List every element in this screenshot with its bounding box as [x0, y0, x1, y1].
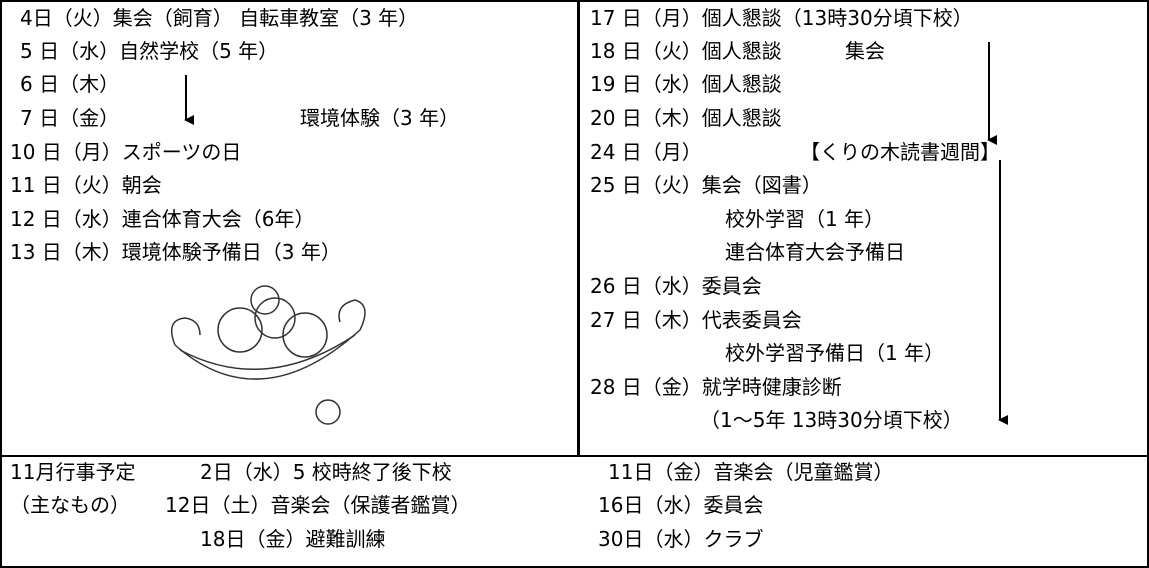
event-item: 11日（金）音楽会（児童鑑賞） — [608, 460, 894, 484]
event-item: 16日（水）委員会 — [598, 493, 764, 517]
schedule-item: 校外学習予備日（1 年） — [725, 341, 945, 365]
schedule-item: 12 日（水）連合体育大会（6年） — [10, 207, 315, 231]
schedule-item: 環境体験（3 年） — [300, 106, 460, 130]
schedule-item: 24 日（月） — [590, 140, 702, 164]
basket-illustration — [170, 285, 366, 425]
event-item: 18日（金）避難訓練 — [200, 527, 386, 551]
schedule-item: 26 日（水）委員会 — [590, 274, 762, 298]
schedule-item: （1～5年 13時30分頃下校） — [700, 408, 963, 432]
schedule-item: 28 日（金）就学時健康診断 — [590, 375, 842, 399]
schedule-item: 4日（火）集会（飼育） 自転車教室（3 年） — [20, 6, 419, 30]
schedule-item: 5 日（水）自然学校（5 年） — [20, 39, 279, 63]
event-item: 30日（水）クラブ — [598, 527, 764, 551]
schedule-item: 11 日（火）朝会 — [10, 173, 162, 197]
schedule-item: 7 日（金） — [20, 106, 120, 130]
schedule-item: 19 日（水）個人懇談 — [590, 72, 782, 96]
schedule-item: 連合体育大会予備日 — [725, 240, 905, 264]
schedule-item: 10 日（月）スポーツの日 — [10, 140, 242, 164]
schedule-item: 【くりの木読書週間】 — [800, 140, 1000, 164]
bottom-heading: 11月行事予定 — [10, 460, 136, 484]
event-item: 2日（水）5 校時終了後下校 — [200, 460, 452, 484]
schedule-item: 13 日（木）環境体験予備日（3 年） — [10, 240, 341, 264]
schedule-item: 校外学習（1 年） — [725, 207, 885, 231]
schedule-item: 25 日（火）集会（図書） — [590, 173, 822, 197]
schedule-item: 27 日（木）代表委員会 — [590, 308, 802, 332]
bottom-cell — [0, 455, 1149, 568]
schedule-item: 集会 — [845, 39, 885, 63]
schedule-item: 18 日（火）個人懇談 — [590, 39, 782, 63]
schedule-item: 17 日（月）個人懇談（13時30分頃下校） — [590, 6, 973, 30]
schedule-item: 6 日（木） — [20, 72, 120, 96]
event-item: 12日（土）音楽会（保護者鑑賞） — [165, 493, 471, 517]
schedule-item: 20 日（木）個人懇談 — [590, 106, 782, 130]
bottom-subheading: （主なもの） — [10, 493, 130, 517]
